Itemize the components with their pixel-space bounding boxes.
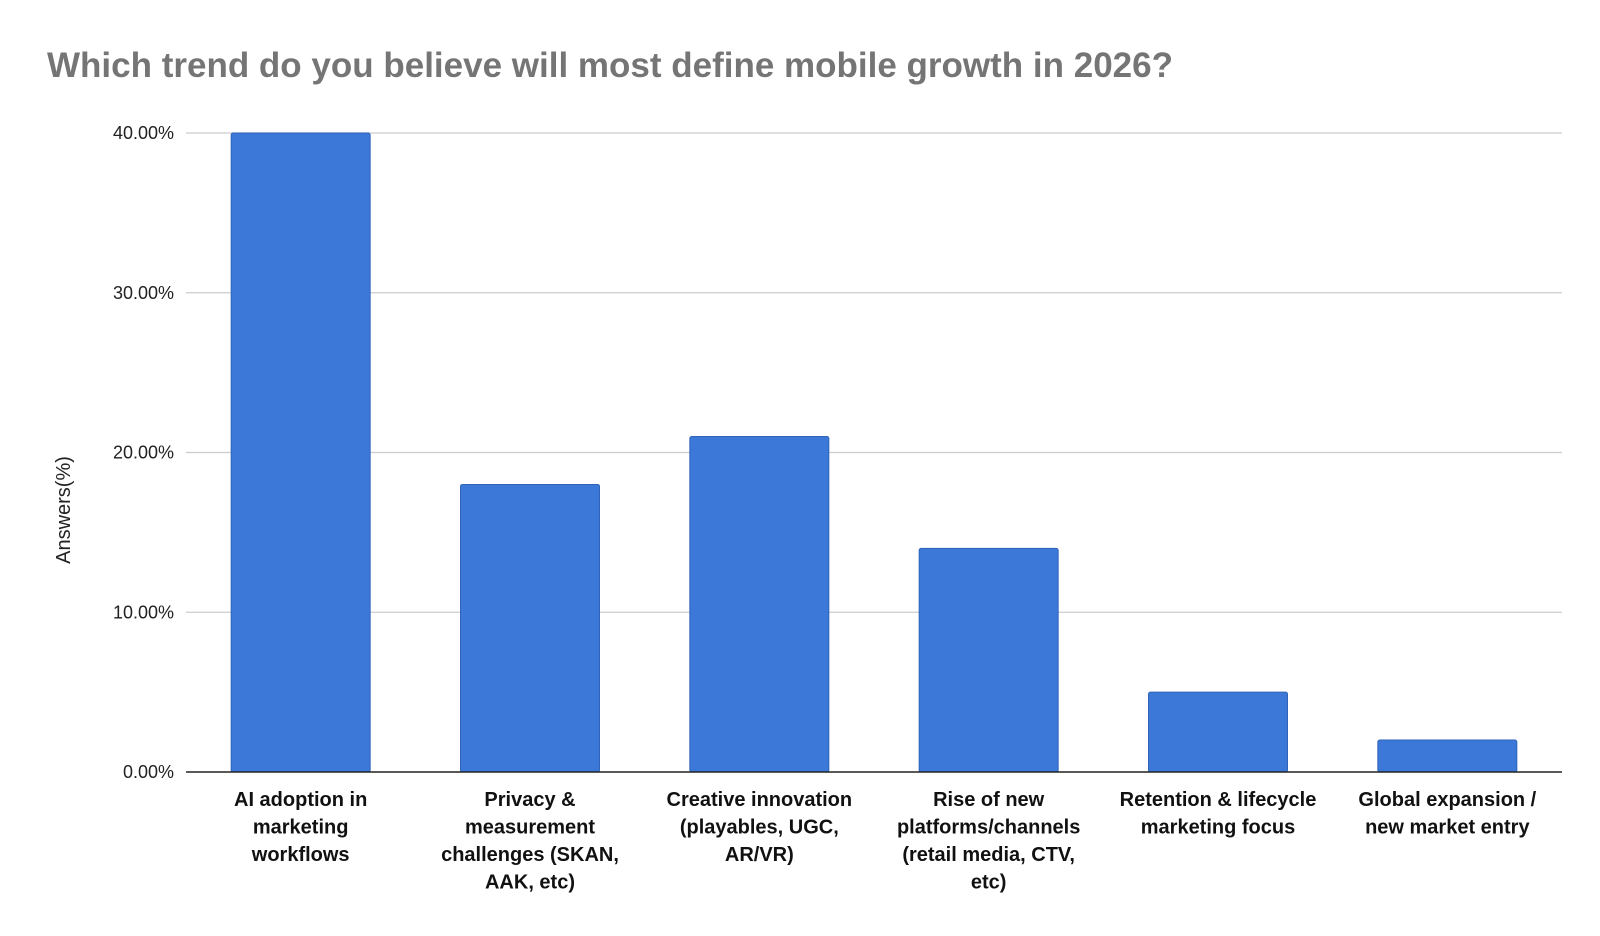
x-category-label: AI adoption in	[234, 789, 367, 811]
y-axis-title: Answers(%)	[53, 456, 75, 564]
category-labels: AI adoption in marketing workflows Privacy …	[234, 789, 1537, 894]
x-category-label: workflows	[251, 844, 350, 866]
bar	[1377, 739, 1518, 773]
bars	[230, 132, 1518, 773]
x-category-label: challenges (SKAN,	[441, 844, 619, 866]
x-category-label: measurement	[465, 817, 595, 839]
x-category-label: Rise of new	[933, 789, 1045, 811]
bar	[1148, 691, 1288, 773]
x-category-label: (retail media, CTV,	[902, 844, 1075, 866]
x-category-label: marketing focus	[1141, 817, 1295, 839]
x-category-label: etc)	[971, 872, 1007, 894]
y-tick-label: 30.00%	[113, 283, 174, 303]
y-tick-labels: 0.00% 10.00% 20.00% 30.00% 40.00%	[113, 123, 174, 782]
gridlines	[186, 132, 1562, 613]
x-category-label: Global expansion /	[1358, 789, 1536, 811]
y-tick-label: 20.00%	[113, 443, 174, 463]
x-category-label: marketing	[253, 817, 349, 839]
y-tick-label: 0.00%	[123, 762, 174, 782]
x-category-label: platforms/channels	[897, 817, 1080, 839]
y-tick-label: 10.00%	[113, 602, 174, 622]
chart-title: Which trend do you believe will most def…	[47, 46, 1173, 85]
bar	[918, 547, 1059, 773]
x-category-label: AAK, etc)	[485, 872, 575, 894]
x-category-label: Creative innovation	[667, 789, 853, 811]
y-tick-label: 40.00%	[113, 123, 174, 143]
x-category-label: Retention & lifecycle	[1120, 789, 1317, 811]
bar	[460, 483, 600, 773]
x-category-label: (playables, UGC,	[680, 817, 839, 839]
bar	[230, 132, 371, 773]
x-category-label: AR/VR)	[725, 844, 794, 866]
x-category-label: new market entry	[1365, 817, 1530, 839]
x-category-label: Privacy &	[484, 789, 575, 811]
bar	[689, 436, 830, 773]
